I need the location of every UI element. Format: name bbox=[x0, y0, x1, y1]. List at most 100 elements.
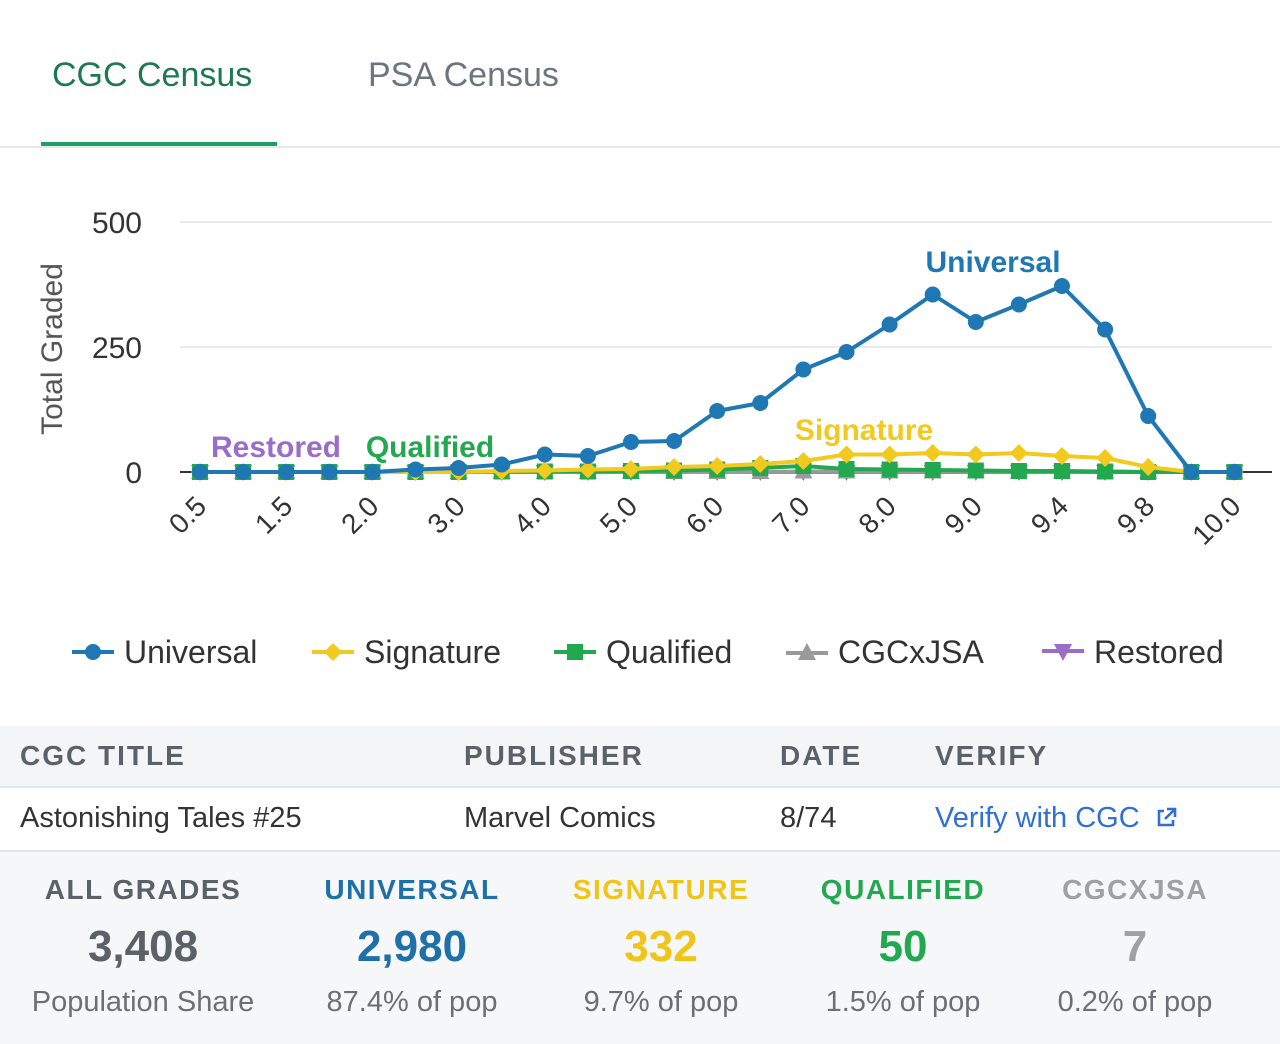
chart-legend: Universal Signature Qualified CGCxJSA Re… bbox=[0, 628, 1280, 676]
data-point bbox=[1140, 408, 1157, 424]
stat-value: 332 bbox=[624, 922, 698, 971]
data-point bbox=[407, 461, 424, 478]
stat-sub: 0.2% of pop bbox=[1057, 986, 1213, 1018]
data-point bbox=[752, 395, 769, 411]
y-tick-label: 500 bbox=[92, 207, 142, 240]
y-tick-label: 250 bbox=[92, 332, 142, 365]
square-marker-icon bbox=[554, 644, 596, 660]
data-point bbox=[794, 452, 813, 470]
y-axis-label: Total Graded bbox=[36, 263, 69, 435]
data-point bbox=[924, 462, 941, 478]
data-point bbox=[364, 464, 381, 480]
data-point bbox=[751, 455, 770, 473]
verify-link-label[interactable]: Verify with CGC bbox=[935, 802, 1140, 834]
stat-sub: Population Share bbox=[31, 986, 255, 1018]
data-point bbox=[838, 461, 855, 477]
legend-item-signature[interactable]: Signature bbox=[312, 628, 501, 676]
data-point bbox=[967, 462, 984, 479]
data-point bbox=[1097, 321, 1114, 338]
stat-label: ALL GRADES bbox=[44, 874, 242, 905]
data-point bbox=[1010, 463, 1027, 479]
stat-sub: 87.4% of pop bbox=[326, 986, 498, 1018]
y-tick-label: 0 bbox=[125, 457, 142, 490]
stat-value: 3,408 bbox=[87, 922, 199, 971]
data-point bbox=[535, 461, 554, 480]
data-point bbox=[493, 456, 510, 473]
x-tick-label: 9.4 bbox=[1025, 490, 1074, 539]
header-publisher: PUBLISHER bbox=[464, 740, 644, 771]
external-link-icon[interactable] bbox=[1154, 806, 1178, 830]
x-tick-label: 4.0 bbox=[508, 490, 557, 539]
x-tick-label: 1.5 bbox=[249, 490, 298, 539]
verify-with-cgc-link[interactable]: Verify with CGC bbox=[935, 802, 1178, 835]
stat-label: SIGNATURE bbox=[572, 874, 750, 905]
table-row: Astonishing Tales #25 Marvel Comics 8/74… bbox=[0, 788, 1280, 852]
data-point bbox=[579, 448, 596, 464]
series-line-universal bbox=[200, 284, 1235, 474]
data-point bbox=[235, 464, 252, 480]
header-date: DATE bbox=[780, 740, 863, 771]
data-point bbox=[665, 458, 684, 476]
x-tick-label: 10.0 bbox=[1186, 490, 1246, 550]
data-point bbox=[278, 464, 295, 480]
x-tick-label: 0.5 bbox=[163, 490, 212, 539]
data-point bbox=[1226, 464, 1243, 480]
data-point bbox=[1096, 449, 1115, 467]
legend-label-universal: Universal bbox=[124, 633, 258, 670]
legend-item-qualified[interactable]: Qualified bbox=[554, 628, 732, 676]
data-point bbox=[795, 361, 812, 378]
data-point bbox=[881, 461, 898, 478]
data-point bbox=[192, 464, 208, 480]
series-annotation-signature: Signature bbox=[795, 414, 933, 447]
x-tick-label: 5.0 bbox=[594, 490, 643, 539]
data-point bbox=[321, 464, 338, 480]
triangle-marker-icon bbox=[786, 643, 828, 660]
data-point bbox=[578, 460, 597, 479]
data-point bbox=[1053, 447, 1071, 465]
diamond-marker-icon bbox=[312, 643, 354, 661]
data-point bbox=[967, 314, 984, 330]
stat-value: 7 bbox=[1122, 922, 1148, 971]
header-cgc-title: CGC TITLE bbox=[20, 740, 186, 771]
legend-label-restored: Restored bbox=[1094, 633, 1224, 670]
x-tick-label: 8.0 bbox=[852, 490, 901, 539]
data-point bbox=[709, 403, 726, 419]
data-point bbox=[666, 433, 683, 449]
data-point bbox=[1009, 444, 1028, 462]
series-annotation-qualified: Qualified bbox=[366, 431, 494, 464]
cell-title: Astonishing Tales #25 bbox=[20, 802, 302, 834]
data-point bbox=[880, 445, 899, 464]
data-point bbox=[1139, 458, 1158, 476]
legend-label-cgcxjsa: CGCxJSA bbox=[838, 633, 984, 670]
data-point bbox=[1183, 464, 1200, 480]
data-point bbox=[881, 316, 898, 333]
data-point bbox=[837, 445, 856, 464]
census-tabs: CGC Census PSA Census bbox=[0, 0, 1280, 148]
x-tick-label: 9.0 bbox=[939, 490, 988, 539]
stat-sub: 1.5% of pop bbox=[825, 986, 981, 1018]
data-point bbox=[1097, 463, 1114, 480]
data-point bbox=[966, 445, 985, 464]
data-point bbox=[923, 444, 942, 462]
x-tick-label: 7.0 bbox=[766, 490, 815, 539]
stat-sub: 9.7% of pop bbox=[583, 986, 739, 1018]
tab-psa-census[interactable]: PSA Census bbox=[368, 56, 559, 94]
triangle-down-marker-icon bbox=[1042, 644, 1084, 661]
legend-item-restored[interactable]: Restored bbox=[1042, 628, 1224, 676]
data-point bbox=[838, 344, 855, 360]
legend-item-cgcxjsa[interactable]: CGCxJSA bbox=[786, 628, 984, 676]
legend-item-universal[interactable]: Universal bbox=[72, 628, 257, 676]
tab-cgc-census[interactable]: CGC Census bbox=[52, 56, 253, 94]
data-point bbox=[708, 457, 727, 475]
data-point bbox=[924, 286, 941, 303]
data-point bbox=[1010, 296, 1027, 313]
population-stats: ALL GRADES 3,408 Population Share UNIVER… bbox=[0, 852, 1280, 1044]
x-tick-label: 2.0 bbox=[335, 490, 384, 539]
series-annotation-restored: Restored bbox=[211, 431, 341, 464]
table-header-row: CGC TITLE PUBLISHER DATE VERIFY bbox=[0, 726, 1280, 788]
stat-label: CGCXJSA bbox=[1062, 874, 1208, 905]
active-tab-indicator bbox=[41, 142, 277, 146]
series-annotation-universal: Universal bbox=[925, 246, 1060, 279]
x-tick-label: 3.0 bbox=[421, 490, 470, 539]
data-point bbox=[1054, 463, 1070, 479]
